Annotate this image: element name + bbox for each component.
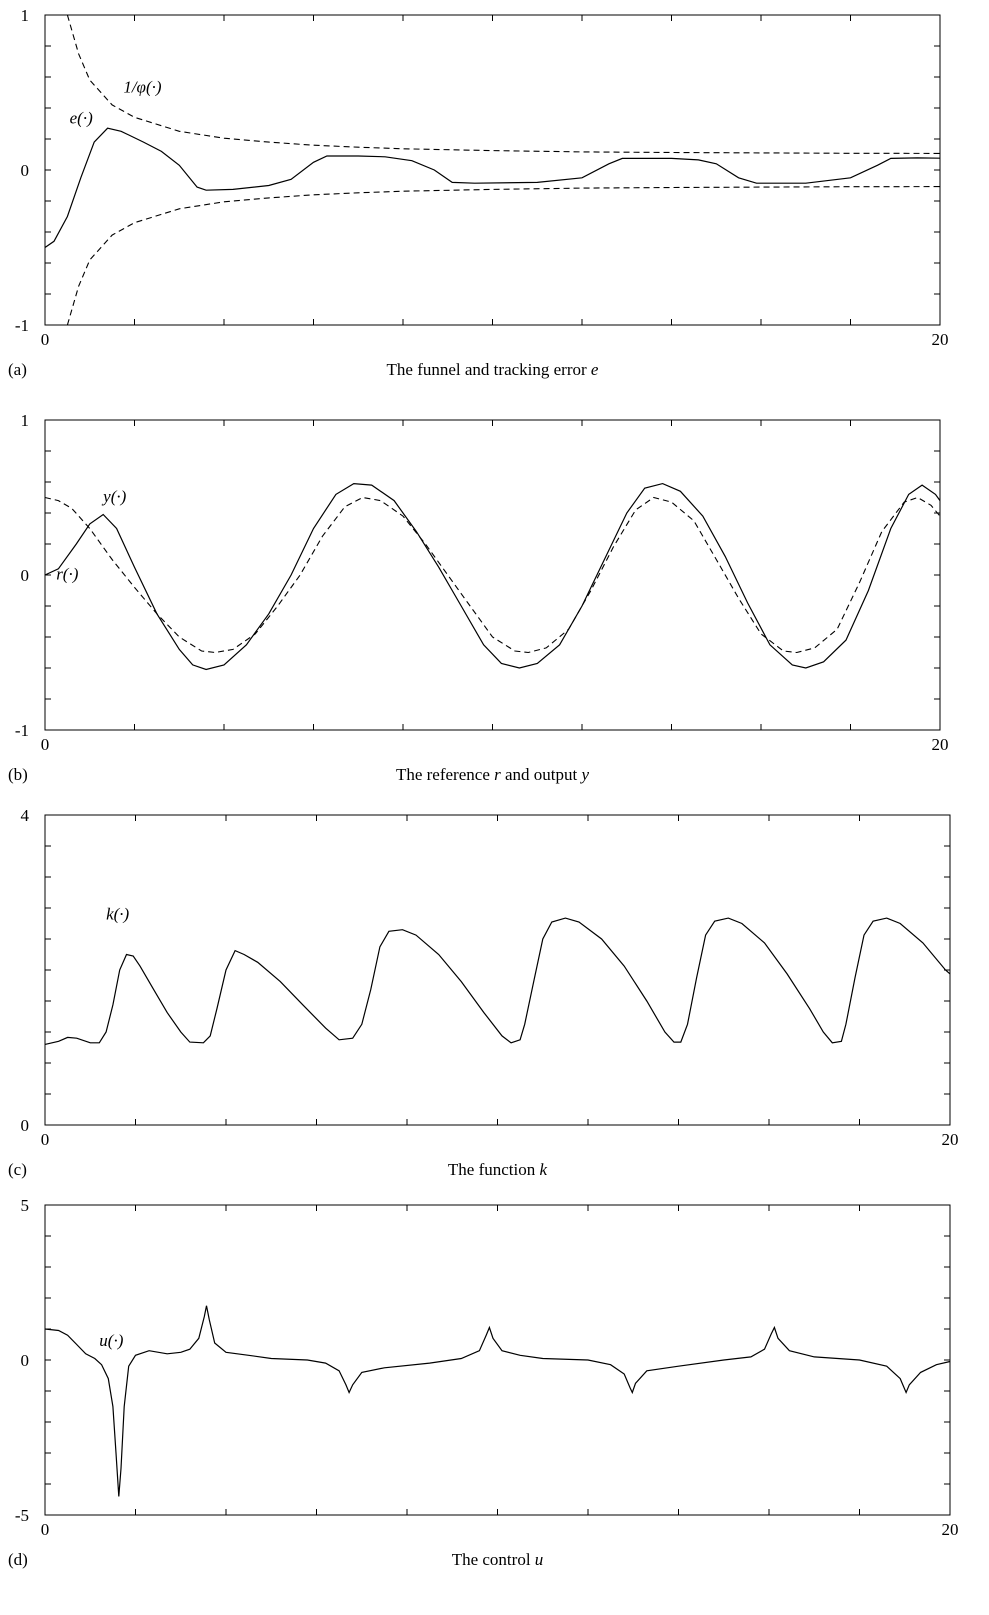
panel-label: (b) xyxy=(8,765,28,784)
series-annotation: r(·) xyxy=(56,565,79,584)
y-tick-label: -1 xyxy=(15,721,29,740)
series-line-0 xyxy=(44,917,951,1045)
y-tick-label: 1 xyxy=(21,6,30,25)
y-tick-label: 1 xyxy=(21,411,30,430)
series-line-1 xyxy=(66,186,941,326)
series-line-2 xyxy=(44,127,941,248)
panel-label: (a) xyxy=(8,360,27,379)
caption-variable: e xyxy=(591,360,599,379)
x-tick-label: 20 xyxy=(932,330,949,349)
x-tick-label: 20 xyxy=(942,1130,959,1149)
series-line-0 xyxy=(66,14,941,154)
chart-panel-c: 0 20 0 4 k(·) (c) The function k xyxy=(8,806,959,1179)
chart-panel-a: 0 20 -1 0 1 1/φ(·) e(·) (a) The funnel and track… xyxy=(8,6,949,379)
series-annotation: e(·) xyxy=(70,109,93,128)
panel-label: (c) xyxy=(8,1160,27,1179)
caption-text: The function xyxy=(448,1160,540,1179)
caption-variable: k xyxy=(540,1160,548,1179)
y-tick-label: 5 xyxy=(21,1196,30,1215)
panel-caption: The control u xyxy=(452,1550,544,1569)
caption-variable: u xyxy=(535,1550,544,1569)
series-line-1 xyxy=(44,482,941,671)
plot-frame xyxy=(44,1204,951,1516)
y-tick-label: 0 xyxy=(21,1116,30,1135)
series-annotation: k(·) xyxy=(106,905,129,924)
panel-caption: The reference r and output y xyxy=(396,765,590,784)
panel-label: (d) xyxy=(8,1550,28,1569)
x-tick-label: 0 xyxy=(41,735,50,754)
panel-caption: The function k xyxy=(448,1160,548,1179)
y-tick-label: 0 xyxy=(21,161,30,180)
series-line-0 xyxy=(44,496,941,654)
y-tick-label: 0 xyxy=(21,1351,30,1370)
plot-frame xyxy=(44,419,941,731)
caption-text: The reference xyxy=(396,765,494,784)
x-tick-label: 0 xyxy=(41,330,50,349)
chart-panel-b: 0 20 -1 0 1 y(·) r(·) (b) The reference r and ou… xyxy=(8,411,949,784)
caption-variable: r xyxy=(494,765,501,784)
y-tick-label: -1 xyxy=(15,316,29,335)
series-annotation: u(·) xyxy=(99,1331,123,1350)
x-tick-label: 0 xyxy=(41,1520,50,1539)
series-annotation: y(·) xyxy=(101,487,126,506)
y-tick-label: -5 xyxy=(15,1506,29,1525)
panel-caption: The funnel and tracking error e xyxy=(387,360,599,379)
x-tick-label: 20 xyxy=(932,735,949,754)
series-annotation: 1/φ(·) xyxy=(123,78,162,97)
caption-text: The funnel and tracking error xyxy=(387,360,591,379)
series-line-0 xyxy=(44,1305,951,1497)
x-tick-label: 0 xyxy=(41,1130,50,1149)
caption-variable: y xyxy=(579,765,589,784)
caption-text: and output xyxy=(501,765,582,784)
x-tick-label: 20 xyxy=(942,1520,959,1539)
chart-panel-d: 0 20 -5 0 5 u(·) (d) The control u xyxy=(8,1196,959,1569)
y-tick-label: 4 xyxy=(21,806,30,825)
y-tick-label: 0 xyxy=(21,566,30,585)
plot-frame xyxy=(44,14,941,326)
caption-text: The control xyxy=(452,1550,535,1569)
plot-frame xyxy=(44,814,951,1126)
